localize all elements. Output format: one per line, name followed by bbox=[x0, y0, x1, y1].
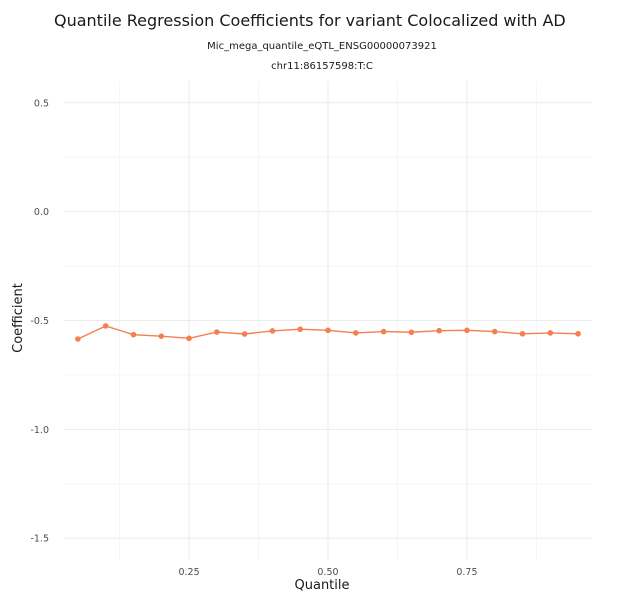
coefficient-point bbox=[214, 329, 220, 335]
y-tick-label: 0.0 bbox=[34, 207, 49, 218]
coefficient-point bbox=[297, 326, 304, 333]
coefficient-point bbox=[519, 330, 526, 337]
coefficient-point bbox=[130, 331, 137, 338]
coefficient-point bbox=[491, 328, 498, 335]
x-tick-label: 0.50 bbox=[317, 567, 338, 578]
coefficient-point bbox=[186, 335, 192, 342]
coefficient-point bbox=[464, 327, 470, 334]
coefficient-point bbox=[269, 328, 276, 334]
coefficient-point bbox=[325, 327, 331, 334]
y-tick-label: -0.5 bbox=[30, 316, 49, 327]
coefficient-point bbox=[102, 323, 109, 329]
coefficient-point bbox=[436, 327, 442, 334]
coefficient-point bbox=[352, 330, 359, 336]
x-axis-title: Quantile bbox=[295, 578, 350, 593]
coefficient-point bbox=[575, 330, 581, 337]
coefficient-point bbox=[158, 333, 165, 339]
coefficient-point bbox=[241, 331, 248, 337]
y-axis-tick-labels: 0.5 0.0 -0.5 -1.0 -1.5 bbox=[30, 98, 49, 544]
y-axis-title: Coefficient bbox=[11, 283, 26, 353]
chart-subtitle-variant: chr11:86157598:T:C bbox=[271, 61, 373, 72]
x-axis-tick-labels: 0.25 0.50 0.75 bbox=[178, 567, 477, 578]
chart-title: Quantile Regression Coefficients for var… bbox=[54, 11, 566, 30]
y-tick-label: 0.5 bbox=[34, 98, 49, 109]
x-tick-label: 0.75 bbox=[456, 567, 477, 578]
x-tick-label: 0.25 bbox=[178, 567, 199, 578]
coefficient-point bbox=[380, 328, 387, 335]
coefficient-point bbox=[75, 336, 81, 342]
major-gridlines bbox=[64, 81, 592, 560]
coefficient-series bbox=[75, 323, 581, 342]
y-tick-label: -1.5 bbox=[30, 534, 49, 545]
chart-subtitle-gene: Mic_mega_quantile_eQTL_ENSG00000073921 bbox=[207, 41, 437, 52]
coefficient-point bbox=[408, 329, 415, 336]
y-tick-label: -1.0 bbox=[30, 425, 49, 436]
coefficient-point bbox=[547, 330, 554, 336]
